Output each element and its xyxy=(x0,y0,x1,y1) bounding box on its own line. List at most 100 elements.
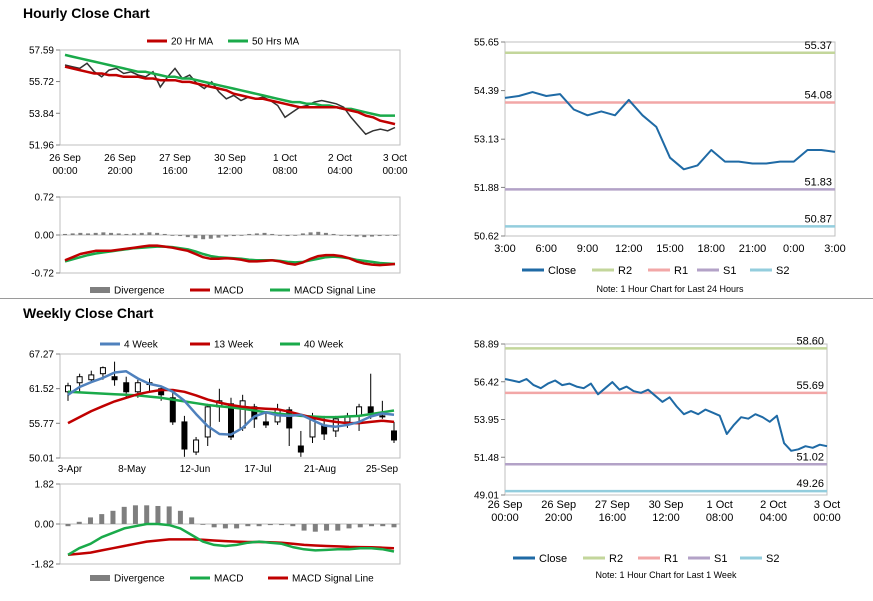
hourly-24h-ytick-label: 51.88 xyxy=(474,183,499,194)
hourly-macd-divergence-bar xyxy=(170,235,175,236)
hourly-macd-divergence-bar xyxy=(93,232,98,235)
weekly-macd-divergence-bar xyxy=(346,524,352,529)
weekly-price-candle-body xyxy=(88,374,95,381)
weekly-price-series-13-week xyxy=(67,388,395,425)
weekly-macd-divergence-bar xyxy=(369,524,375,527)
hourly-price-xtick-label: 16:00 xyxy=(162,166,187,177)
weekly-price-candle-body xyxy=(391,430,397,441)
hourly-macd-divergence-bar xyxy=(239,235,244,236)
weekly-macd-divergence-bar xyxy=(256,524,262,527)
weekly-1w-ytick-label: 53.95 xyxy=(474,415,499,426)
hourly-price-xtick-label: 3 Oct xyxy=(383,153,407,164)
hourly-24h-legend-label: S2 xyxy=(776,265,789,277)
hourly-24h-legend-label: Close xyxy=(548,265,576,277)
hourly-macd-divergence-bar xyxy=(139,232,144,235)
weekly-macd-series-signal xyxy=(67,538,395,557)
weekly-1w-level-label-s2: 49.26 xyxy=(796,478,824,490)
weekly-price-xtick-label: 12-Jun xyxy=(180,464,211,475)
hourly-24h-plot-frame xyxy=(504,41,836,237)
hourly-24h-level-label-r2: 55.37 xyxy=(804,40,832,52)
weekly-1w-legend-label: S1 xyxy=(714,553,727,565)
hourly-24h-xtick-label: 3:00 xyxy=(494,243,515,255)
hourly-24h-xtick-label: 3:00 xyxy=(824,243,845,255)
hourly-macd-divergence-bar xyxy=(208,235,213,239)
hourly-price-series-close xyxy=(64,62,396,136)
weekly-macd-divergence-bar xyxy=(245,524,251,527)
weekly-price-candle-body xyxy=(286,409,293,429)
hourly-macd-divergence-bar xyxy=(393,235,397,236)
hourly-macd-divergence-bar xyxy=(339,235,344,236)
weekly-1w-xtick-label: 30 Sep xyxy=(649,499,684,511)
hourly-macd-ytick-label: -0.72 xyxy=(31,269,54,280)
hourly-price-xtick-label: 20:00 xyxy=(107,166,132,177)
weekly-macd-divergence-bar xyxy=(335,524,341,531)
hourly-24h-legend-label: R2 xyxy=(618,265,632,277)
hourly-macd-divergence-bar xyxy=(86,233,91,235)
weekly-price-candle-body xyxy=(123,382,130,393)
weekly-price-candle-body xyxy=(332,418,339,432)
weekly-1w-note: Note: 1 Hour Chart for Last 1 Week xyxy=(596,570,737,580)
hourly-macd-ytick-label: 0.00 xyxy=(35,231,55,242)
hourly-24h-xtick-label: 18:00 xyxy=(697,243,725,255)
hourly-macd-divergence-bar xyxy=(70,233,75,235)
hourly-macd-divergence-bar xyxy=(254,233,259,235)
hourly-macd-divergence-bar xyxy=(124,233,129,235)
weekly-macd-divergence-bar xyxy=(65,524,71,527)
weekly-1w-xtick-label: 3 Oct xyxy=(814,499,840,511)
hourly-price-ytick-label: 53.84 xyxy=(29,109,54,120)
weekly-price-candle-body xyxy=(169,397,176,423)
hourly-macd-divergence-bar xyxy=(216,235,221,238)
weekly-price-xtick-label: 21-Aug xyxy=(304,464,336,475)
weekly-1w-ytick-label: 51.48 xyxy=(474,453,499,464)
hourly-macd-divergence-bar xyxy=(147,232,152,235)
weekly-macd-divergence-bar xyxy=(234,524,240,529)
weekly-price-ytick-label: 61.52 xyxy=(29,384,54,395)
hourly-macd-legend-label: Divergence xyxy=(114,286,165,297)
weekly-1w-legend-label: R1 xyxy=(664,553,678,565)
hourly-macd-divergence-bar xyxy=(116,233,121,235)
hourly-24h-xtick-label: 21:00 xyxy=(739,243,767,255)
hourly-price-ytick-label: 51.96 xyxy=(29,141,54,152)
hourly-macd-divergence-bar xyxy=(331,233,336,235)
weekly-price-candle-body xyxy=(297,445,304,453)
weekly-price-legend-label: 4 Week xyxy=(124,340,159,351)
weekly-1w-xtick-label: 27 Sep xyxy=(595,499,630,511)
hourly-price-series-20hr-ma xyxy=(64,65,396,126)
weekly-macd-ytick-label: 1.82 xyxy=(35,480,55,491)
weekly-price-candle-body xyxy=(134,382,141,393)
weekly-1w-ytick-label: 49.01 xyxy=(474,491,499,502)
hourly-macd-divergence-bar xyxy=(308,232,313,235)
hourly-24h-legend-label: S1 xyxy=(723,265,736,277)
weekly-price-legend-label: 13 Week xyxy=(214,340,254,351)
weekly-macd-divergence-bar xyxy=(391,524,397,528)
hourly-price-legend-label: 20 Hr MA xyxy=(171,37,214,48)
weekly-macd-divergence-bar xyxy=(189,517,195,524)
hourly-macd-divergence-bar xyxy=(78,232,83,235)
weekly-1w-ytick-label: 56.42 xyxy=(474,377,499,388)
weekly-price-candle-body xyxy=(193,439,200,453)
weekly-1w-xtick-label: 08:00 xyxy=(706,512,734,524)
hourly-price-xtick-label: 26 Sep xyxy=(104,153,136,164)
weekly-macd-divergence-bar xyxy=(357,524,363,528)
hourly-24h-xtick-label: 6:00 xyxy=(536,243,557,255)
weekly-1w-xtick-label: 26 Sep xyxy=(541,499,576,511)
weekly-macd-ytick-label: 0.00 xyxy=(35,520,55,531)
hourly-macd-divergence-bar xyxy=(377,235,382,237)
hourly-macd-divergence-bar xyxy=(178,235,183,237)
weekly-macd-divergence-bar xyxy=(301,524,307,531)
hourly-macd-divergence-bar xyxy=(109,232,114,235)
hourly-macd-divergence-bar xyxy=(224,235,229,237)
weekly-price-candle-body xyxy=(379,415,386,418)
hourly-24h-ytick-label: 54.39 xyxy=(474,86,499,97)
weekly-price-candle-body xyxy=(65,385,71,393)
weekly-macd-legend-label: MACD xyxy=(214,574,243,585)
weekly-price-xtick-label: 25-Sep xyxy=(366,464,399,475)
weekly-macd-divergence-bar xyxy=(99,514,105,524)
hourly-price-xtick-label: 30 Sep xyxy=(214,153,246,164)
hourly-price-xtick-label: 27 Sep xyxy=(159,153,191,164)
weekly-1w-xtick-label: 26 Sep xyxy=(488,499,523,511)
hourly-macd-divergence-bar xyxy=(155,232,160,235)
weekly-macd-divergence-bar xyxy=(211,524,217,528)
weekly-1w-xtick-label: 2 Oct xyxy=(760,499,786,511)
